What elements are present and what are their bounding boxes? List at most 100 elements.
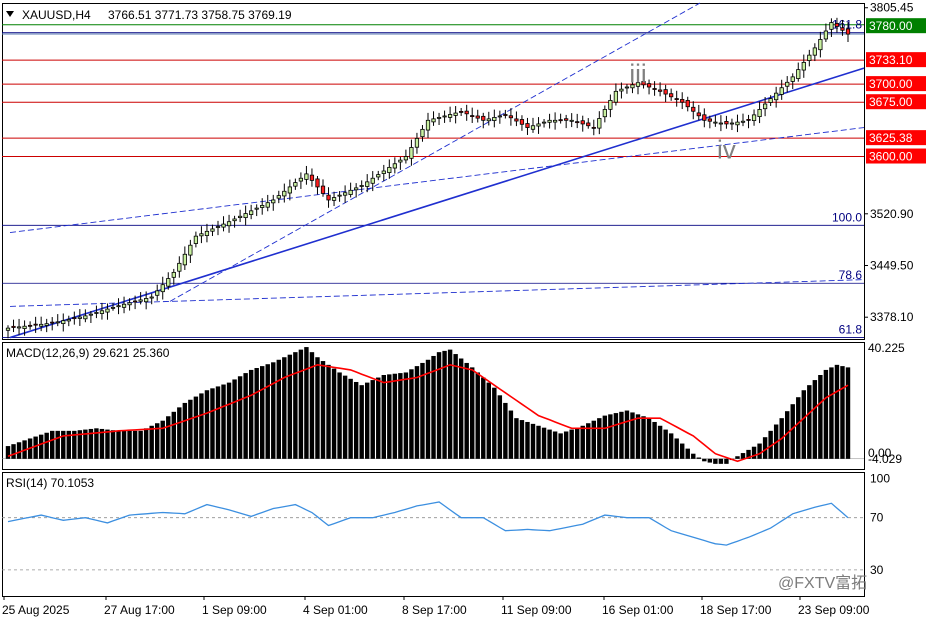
macd-histogram-bar (657, 425, 663, 459)
candle (282, 183, 287, 203)
candle (348, 182, 353, 198)
macd-histogram-bar (348, 378, 353, 459)
candle-up (530, 125, 536, 130)
macd-histogram-bar (177, 407, 182, 459)
candle (337, 191, 342, 202)
macd-histogram-bar (105, 429, 110, 459)
macd-histogram-bar (315, 357, 320, 459)
candle (27, 321, 33, 330)
macd-histogram-bar (61, 430, 66, 459)
macd-histogram-bar (608, 414, 613, 459)
candle-down (685, 100, 690, 108)
upper-channel-line[interactable] (9, 127, 865, 233)
candle (166, 272, 171, 290)
macd-histogram-bar (580, 425, 585, 459)
main-trendline[interactable] (9, 67, 865, 339)
candle (464, 104, 469, 121)
candle-up (138, 299, 143, 302)
macd-histogram-bar (11, 444, 16, 459)
candle-down (845, 28, 851, 35)
candle (193, 231, 199, 248)
candle (304, 165, 309, 185)
macd-histogram-bar (226, 382, 232, 459)
candle-down (481, 115, 486, 121)
candle-up (812, 47, 817, 56)
candle-up (823, 30, 829, 40)
rsi-axis-label: 100 (870, 472, 890, 486)
macd-histogram-bar (320, 361, 326, 459)
candle (99, 302, 105, 320)
macd-histogram-bar (807, 385, 812, 459)
candle (696, 104, 701, 121)
candle (486, 111, 491, 126)
candle-up (204, 230, 210, 236)
candle (530, 117, 536, 133)
macd-histogram-bar (50, 430, 55, 459)
candle (138, 292, 143, 305)
candle-down (33, 323, 38, 326)
candle (796, 62, 801, 82)
candle (818, 31, 823, 58)
trendlines[interactable] (9, 2, 865, 339)
macd-histogram-bar (193, 396, 199, 459)
candle (376, 170, 381, 181)
macd-histogram-bar (508, 410, 514, 459)
candle (762, 97, 768, 117)
steep-channel-line[interactable] (169, 2, 701, 302)
candle-down (464, 110, 469, 115)
candle (757, 101, 762, 124)
candle (50, 317, 55, 331)
candle-down (707, 118, 712, 122)
lower-channel-line[interactable] (9, 279, 865, 307)
candle-up (801, 61, 806, 71)
header-collapse-icon[interactable] (6, 11, 14, 17)
panel-frames (2, 3, 865, 597)
time-axis-label: 27 Aug 17:00 (104, 603, 175, 617)
candle-up (425, 119, 431, 131)
macd-histogram-bar (248, 369, 254, 459)
candle (199, 226, 204, 244)
candle (11, 319, 16, 333)
candle (414, 132, 420, 154)
macd-histogram-bar (77, 430, 83, 459)
candle (155, 284, 160, 301)
macd-histogram-bar (66, 430, 71, 459)
candle-up (602, 109, 607, 118)
candle (39, 316, 44, 332)
macd-histogram-bar (447, 349, 453, 459)
macd-histogram-bar (237, 376, 243, 459)
candle (724, 115, 729, 129)
macd-histogram-bar (287, 354, 293, 459)
candle (387, 159, 392, 179)
macd-histogram-bar (199, 393, 204, 459)
macd-histogram-bar (403, 372, 409, 459)
macd-histogram-bar (536, 425, 541, 459)
candle (475, 109, 480, 123)
candle-up (597, 118, 602, 129)
macd-histogram-bar (243, 373, 248, 459)
rsi-panel (2, 501, 864, 571)
main-horizontal-levels: 161.8 100.0 78.6 61.8 (2, 18, 864, 338)
macd-histogram-bar (486, 382, 491, 459)
candle (77, 309, 82, 326)
candle-down (724, 121, 729, 125)
candle-down (519, 119, 525, 125)
macd-histogram-bar (840, 366, 845, 459)
macd-histogram-bar (99, 428, 105, 459)
candle-up (431, 118, 436, 123)
price-axes: 3805.45 3520.90 3449.50 3378.10 40.225 0.00-4… (864, 1, 914, 577)
candle (177, 256, 182, 278)
price-label-box: 3625.38 (866, 130, 926, 146)
candle-up (287, 186, 292, 194)
candle-up (265, 202, 270, 208)
candle-down (657, 89, 663, 92)
candle (514, 111, 519, 127)
macd-histogram-bar (83, 429, 88, 459)
macd-histogram-bar (829, 367, 834, 459)
candle-up (370, 177, 375, 184)
macd-histogram-bar (121, 430, 127, 459)
candle (221, 216, 226, 232)
macd-histogram-bar (127, 430, 132, 459)
macd-histogram-bar (591, 420, 596, 459)
